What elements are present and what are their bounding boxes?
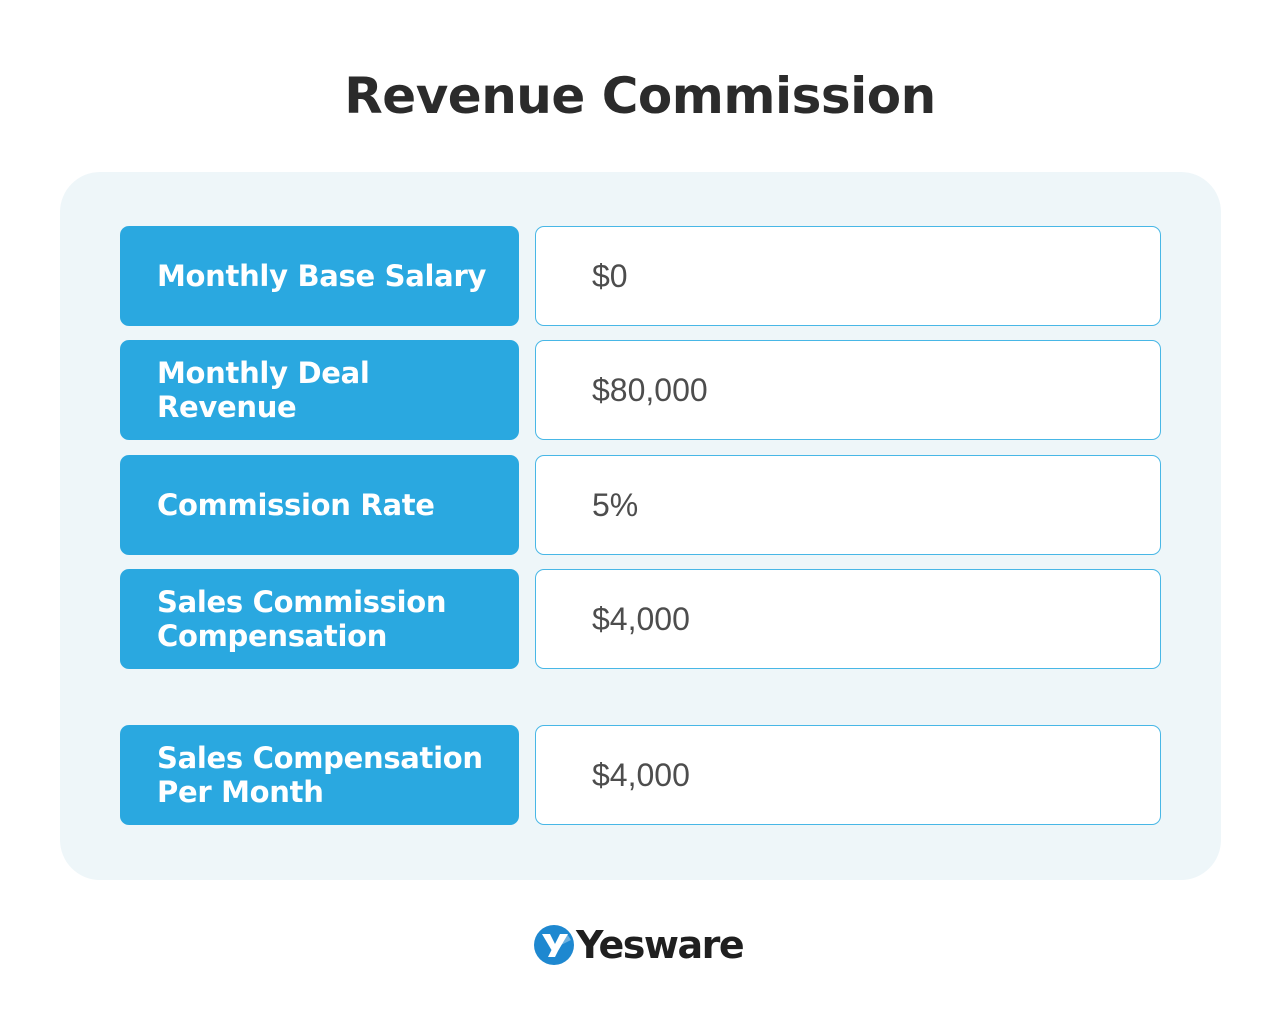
row-value: 5% bbox=[592, 486, 639, 523]
yesware-y-logo-icon bbox=[534, 925, 574, 965]
row-monthly-deal-revenue: Monthly Deal Revenue $80,000 bbox=[120, 340, 1161, 440]
row-label-box: Monthly Base Salary bbox=[120, 226, 519, 326]
row-label-box: Commission Rate bbox=[120, 455, 519, 555]
row-value: $80,000 bbox=[592, 371, 708, 408]
row-label: Sales Commission Compensation bbox=[157, 585, 447, 653]
row-value: $4,000 bbox=[592, 600, 690, 637]
row-monthly-base-salary: Monthly Base Salary $0 bbox=[120, 226, 1161, 326]
row-label-box: Sales Commission Compensation bbox=[120, 569, 519, 669]
row-label: Commission Rate bbox=[157, 488, 435, 522]
row-value: $0 bbox=[592, 257, 628, 294]
row-value-box: $0 bbox=[535, 226, 1161, 326]
total-value-box: $4,000 bbox=[535, 725, 1161, 825]
total-label: Sales Compensation Per Month bbox=[157, 741, 483, 809]
total-value: $4,000 bbox=[592, 756, 690, 793]
row-commission-rate: Commission Rate 5% bbox=[120, 455, 1161, 555]
total-label-box: Sales Compensation Per Month bbox=[120, 725, 519, 825]
row-value-box: $80,000 bbox=[535, 340, 1161, 440]
row-label: Monthly Deal Revenue bbox=[157, 356, 370, 424]
row-value-box: 5% bbox=[535, 455, 1161, 555]
page-title: Revenue Commission bbox=[344, 67, 936, 125]
row-value-box: $4,000 bbox=[535, 569, 1161, 669]
row-label: Monthly Base Salary bbox=[157, 259, 487, 293]
row-label-box: Monthly Deal Revenue bbox=[120, 340, 519, 440]
logo-wordmark: Yesware bbox=[576, 923, 745, 967]
row-sales-compensation-per-month: Sales Compensation Per Month $4,000 bbox=[120, 725, 1161, 825]
yesware-logo: Yesware bbox=[533, 922, 745, 968]
row-sales-commission-compensation: Sales Commission Compensation $4,000 bbox=[120, 569, 1161, 669]
